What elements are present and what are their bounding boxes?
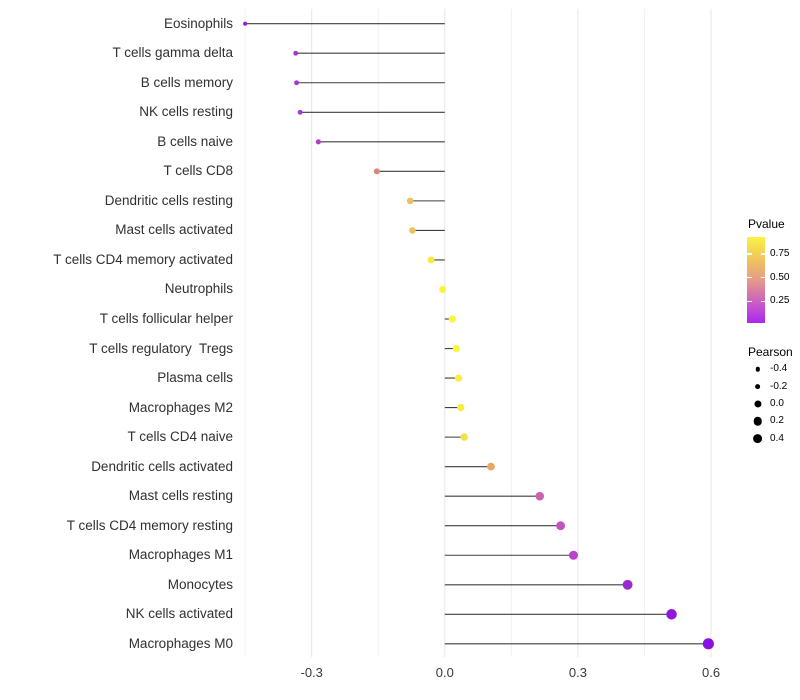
category-label: T cells CD4 memory activated: [53, 251, 233, 267]
category-label: T cells follicular helper: [99, 311, 233, 326]
category-label: T cells gamma delta: [112, 45, 233, 61]
category-label: B cells memory: [140, 74, 233, 90]
lollipop-dot: [487, 462, 495, 471]
colorbar-tick-label: 0.75: [770, 248, 790, 259]
lollipop-dot: [702, 638, 714, 650]
category-label: Dendritic cells activated: [91, 458, 233, 474]
colorbar-tick: [760, 253, 765, 255]
lollipop-dot: [666, 609, 677, 620]
category-label: Monocytes: [167, 576, 233, 592]
pearson-legend-dot: [753, 400, 762, 408]
category-label: Macrophages M1: [128, 547, 233, 563]
colorbar-tick: [747, 253, 752, 255]
x-tick-label: -0.3: [300, 665, 323, 680]
category-label: Macrophages M0: [128, 635, 233, 651]
lollipop-dot: [427, 256, 435, 264]
pearson-legend-label: -0.2: [770, 380, 788, 392]
lollipop-dot: [297, 109, 303, 115]
lollipop-dot: [439, 285, 447, 294]
pvalue-legend-title: Pvalue: [748, 217, 785, 231]
colorbar-tick: [760, 300, 765, 302]
lollipop-dot: [243, 21, 248, 26]
category-label: B cells naive: [157, 133, 233, 149]
lollipop-dot: [568, 550, 579, 560]
pearson-legend-dot: [755, 367, 760, 372]
colorbar-tick-label: 0.50: [770, 271, 790, 283]
category-label: Plasma cells: [157, 370, 233, 386]
pearson-legend-title: Pearson: [748, 345, 793, 359]
lollipop-dot: [454, 374, 463, 382]
lollipop-dot: [452, 344, 460, 353]
x-tick-label: 0.3: [568, 665, 587, 680]
colorbar-tick: [747, 277, 752, 279]
category-label: Dendritic cells resting: [104, 192, 233, 208]
category-label: Macrophages M2: [128, 399, 233, 415]
pearson-legend-label: -0.4: [770, 363, 788, 375]
lollipop-dot: [448, 315, 456, 323]
category-label: Mast cells activated: [115, 222, 233, 238]
lollipop-dot: [293, 50, 299, 56]
category-label: T cells CD4 memory resting: [66, 517, 233, 533]
lollipop-dot: [373, 168, 380, 175]
pearson-legend-label: 0.2: [770, 415, 784, 427]
pvalue-colorbar: [747, 237, 765, 323]
pearson-legend-dot: [753, 416, 762, 426]
lollipop-dot: [535, 491, 545, 501]
lollipop-dot: [406, 197, 414, 205]
pearson-legend-dot: [754, 383, 761, 390]
pearson-legend-label: 0.0: [770, 397, 784, 409]
lollipop-dot: [315, 139, 321, 145]
colorbar-tick-label: 0.25: [770, 295, 790, 307]
lollipop-dot: [409, 227, 416, 234]
colorbar-tick: [760, 277, 765, 279]
lollipop-dot: [622, 579, 633, 590]
colorbar-tick: [747, 300, 752, 302]
category-label: NK cells resting: [139, 104, 233, 120]
lollipop-dot: [556, 521, 566, 531]
category-label: T cells regulatory Tregs: [89, 340, 233, 356]
pearson-legend-dot: [752, 433, 763, 444]
lollipop-dot: [294, 80, 300, 86]
x-tick-label: 0.0: [435, 665, 454, 680]
category-label: Eosinophils: [163, 15, 233, 31]
category-label: T cells CD4 naive: [127, 429, 233, 445]
category-label: Mast cells resting: [128, 488, 233, 504]
category-label: NK cells activated: [125, 606, 233, 622]
category-label: T cells CD8: [163, 163, 233, 179]
lollipop-dot: [460, 433, 469, 441]
category-label: Neutrophils: [164, 281, 233, 297]
x-tick-label: 0.6: [701, 665, 721, 680]
pearson-legend-label: 0.4: [770, 432, 784, 444]
lollipop-dot: [457, 403, 465, 412]
